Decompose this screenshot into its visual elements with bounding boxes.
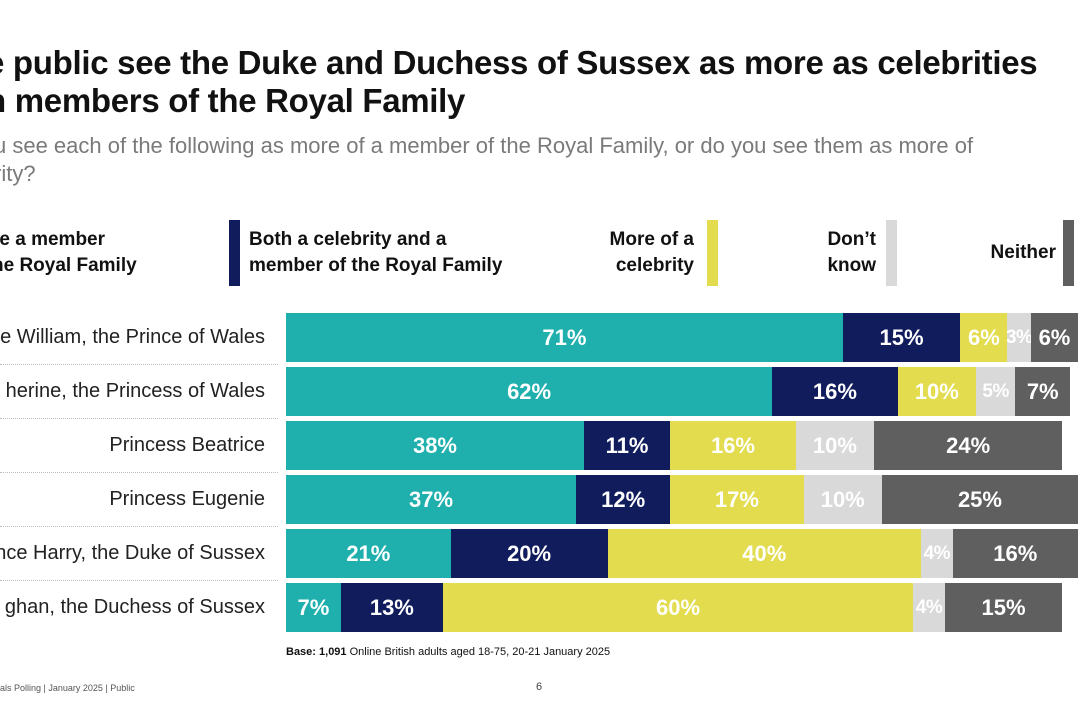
legend-swatch-celebrity [707, 220, 718, 286]
footer-source: als Polling | January 2025 | Public [0, 683, 135, 693]
legend-swatch-both [229, 220, 240, 286]
legend-swatch-neither [1063, 220, 1074, 286]
category-label: Princess Beatrice [109, 434, 265, 456]
category-label: herine, the Princess of Wales [5, 380, 265, 402]
bar-segment: 24% [874, 421, 1063, 470]
bar-segment: 16% [772, 367, 898, 416]
bar-segment: 13% [340, 583, 443, 632]
bar-segment: 60% [442, 583, 914, 632]
bar-segment: 71% [286, 313, 843, 362]
bar-segment: 62% [286, 367, 773, 416]
bar-segment: 10% [897, 367, 977, 416]
bar-segment: 25% [881, 475, 1078, 524]
bar-segment: 10% [795, 421, 875, 470]
legend-item-both: Both a celebrity and a member of the Roy… [229, 220, 529, 286]
bar-segment: 21% [286, 529, 451, 578]
base-note-text: Online British adults aged 18-75, 20-21 … [346, 646, 611, 658]
legend-item-dontknow: Don’t know [800, 220, 900, 286]
bar-segment: 15% [842, 313, 961, 362]
legend-item-celebrity: More of a celebrity [590, 220, 720, 286]
category-label: Princess Eugenie [109, 488, 265, 510]
bar-segment: 20% [450, 529, 608, 578]
bar-segment: 15% [944, 583, 1063, 632]
row-separator [0, 526, 278, 527]
category-label: e William, the Prince of Wales [0, 326, 265, 348]
bar-segment: 4% [913, 583, 945, 632]
bar-segment: 40% [607, 529, 922, 578]
legend-swatch-dontknow [886, 220, 897, 286]
legend-item-royal: re a member he Royal Family [0, 220, 220, 286]
bar-segment: 16% [670, 421, 796, 470]
legend-label-both: Both a celebrity and a member of the Roy… [249, 229, 503, 276]
row-separator [0, 472, 278, 473]
bar-segment: 12% [576, 475, 671, 524]
bar-segment: 7% [1015, 367, 1071, 416]
page-number: 6 [536, 681, 543, 693]
bar-segment: 38% [286, 421, 584, 470]
bar-segment: 37% [286, 475, 577, 524]
base-note-bold: Base: 1,091 [286, 646, 347, 658]
bar-segment: 7% [286, 583, 341, 632]
bar-segment: 3% [1007, 313, 1031, 362]
row-separator [0, 580, 278, 581]
legend-label-royal: re a member he Royal Family [0, 229, 137, 276]
bar-segment: 6% [1030, 313, 1078, 362]
legend-label-celebrity: More of a celebrity [609, 229, 694, 276]
bar-segment: 4% [921, 529, 953, 578]
legend-label-dontknow: Don’t know [827, 229, 876, 276]
chart-subtitle: u see each of the following as more of a… [0, 133, 974, 186]
bar-segment: 17% [670, 475, 804, 524]
row-separator [0, 418, 278, 419]
category-label: ghan, the Duchess of Sussex [4, 596, 265, 618]
bar-segment: 6% [960, 313, 1008, 362]
category-label: nce Harry, the Duke of Sussex [0, 542, 265, 564]
bar-segment: 5% [976, 367, 1016, 416]
bar-segment: 16% [952, 529, 1078, 578]
bar-segment: 11% [583, 421, 671, 470]
legend-label-neither: Neither [990, 242, 1056, 263]
legend-item-neither: Neither [960, 220, 1080, 286]
base-note: Base: 1,091 Online British adults aged 1… [286, 646, 610, 658]
bar-segment: 10% [803, 475, 882, 524]
row-separator [0, 364, 278, 365]
chart-title: e public see the Duke and Duchess of Sus… [0, 44, 1038, 119]
